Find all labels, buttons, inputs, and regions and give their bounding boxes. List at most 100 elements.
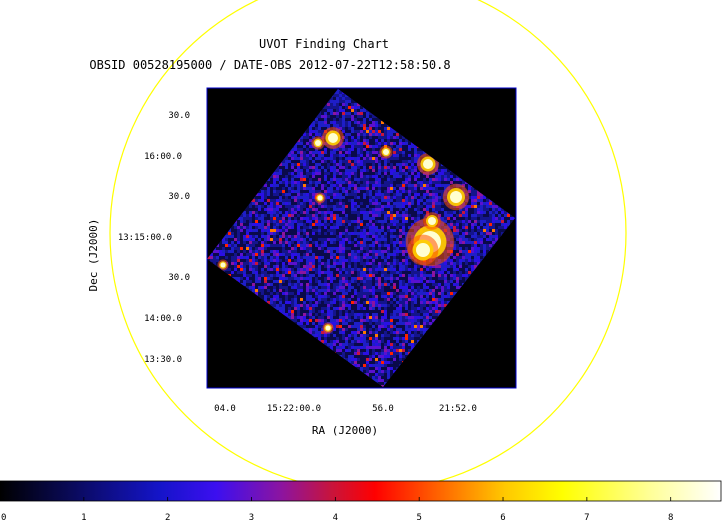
image-pixel [375, 121, 378, 124]
image-pixel [273, 211, 276, 214]
image-pixel [438, 184, 441, 187]
image-pixel [417, 175, 420, 178]
image-pixel [282, 205, 285, 208]
image-pixel [384, 202, 387, 205]
image-pixel [405, 172, 408, 175]
image-pixel [303, 229, 306, 232]
image-pixel [474, 223, 477, 226]
image-pixel [276, 184, 279, 187]
image-pixel [285, 172, 288, 175]
image-pixel [390, 157, 393, 160]
image-pixel [387, 136, 390, 139]
image-pixel [309, 223, 312, 226]
image-pixel [345, 109, 348, 112]
image-pixel [363, 139, 366, 142]
image-pixel [240, 223, 243, 226]
image-pixel [408, 151, 411, 154]
image-pixel [336, 151, 339, 154]
image-pixel [369, 205, 372, 208]
image-pixel [345, 205, 348, 208]
image-pixel [378, 202, 381, 205]
image-pixel [354, 184, 357, 187]
image-pixel [330, 205, 333, 208]
image-pixel [309, 232, 312, 235]
image-pixel [384, 172, 387, 175]
image-pixel [282, 196, 285, 199]
image-pixel [282, 169, 285, 172]
image-pixel [324, 160, 327, 163]
image-pixel [285, 220, 288, 223]
image-pixel [381, 181, 384, 184]
image-pixel [246, 211, 249, 214]
image-pixel [477, 202, 480, 205]
image-pixel [264, 190, 267, 193]
image-pixel [279, 202, 282, 205]
image-pixel [417, 208, 420, 211]
image-pixel [318, 205, 321, 208]
image-pixel [360, 154, 363, 157]
image-pixel [255, 202, 258, 205]
image-pixel [495, 208, 498, 211]
image-pixel [447, 184, 450, 187]
image-pixel [324, 187, 327, 190]
image-pixel [240, 229, 243, 232]
image-pixel [366, 145, 369, 148]
image-pixel [288, 187, 291, 190]
image-pixel [444, 184, 447, 187]
image-pixel [345, 214, 348, 217]
image-pixel [399, 226, 402, 229]
image-pixel [378, 223, 381, 226]
image-pixel [363, 172, 366, 175]
image-pixel [324, 196, 327, 199]
image-pixel [321, 124, 324, 127]
image-pixel [312, 202, 315, 205]
image-pixel [348, 106, 351, 109]
image-pixel [435, 196, 438, 199]
image-pixel [477, 193, 480, 196]
image-pixel [300, 184, 303, 187]
image-pixel [474, 217, 477, 220]
image-pixel [411, 157, 414, 160]
image-pixel [297, 154, 300, 157]
image-pixel [264, 229, 267, 232]
image-pixel [357, 109, 360, 112]
image-pixel [399, 229, 402, 232]
image-pixel [390, 139, 393, 142]
image-pixel [279, 193, 282, 196]
image-pixel [507, 214, 510, 217]
image-pixel [360, 208, 363, 211]
image-pixel [495, 217, 498, 220]
image-pixel [378, 214, 381, 217]
image-pixel [351, 148, 354, 151]
image-pixel [336, 232, 339, 235]
image-pixel [468, 202, 471, 205]
image-pixel [306, 169, 309, 172]
image-pixel [372, 205, 375, 208]
image-pixel [291, 223, 294, 226]
image-pixel [423, 190, 426, 193]
image-pixel [411, 145, 414, 148]
image-pixel [315, 229, 318, 232]
image-pixel [303, 151, 306, 154]
image-pixel [387, 217, 390, 220]
image-pixel [324, 115, 327, 118]
image-pixel [336, 157, 339, 160]
image-pixel [351, 103, 354, 106]
image-pixel [399, 142, 402, 145]
image-pixel [300, 175, 303, 178]
image-pixel [258, 229, 261, 232]
image-pixel [342, 130, 345, 133]
image-pixel [357, 229, 360, 232]
image-pixel [507, 217, 510, 220]
image-pixel [366, 133, 369, 136]
image-pixel [423, 214, 426, 217]
image-pixel [426, 181, 429, 184]
image-pixel [345, 145, 348, 148]
image-pixel [438, 205, 441, 208]
image-pixel [315, 124, 318, 127]
image-pixel [303, 166, 306, 169]
image-pixel [264, 220, 267, 223]
image-pixel [336, 217, 339, 220]
image-pixel [243, 226, 246, 229]
image-pixel [291, 148, 294, 151]
